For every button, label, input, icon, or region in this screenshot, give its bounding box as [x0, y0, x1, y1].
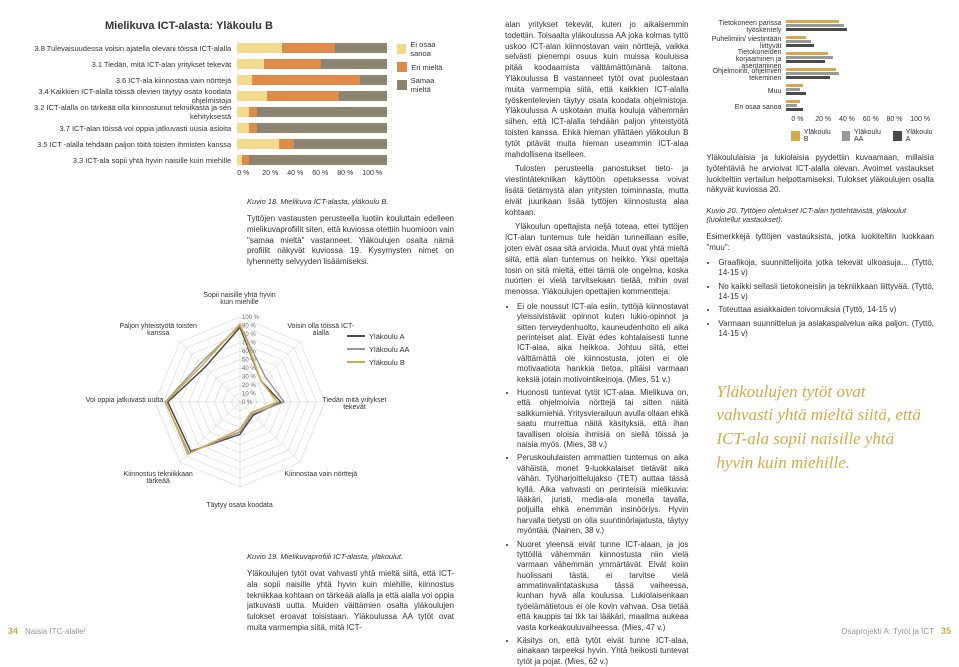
footer-left: Naisia ITC-alalle!	[25, 627, 86, 636]
svg-text:90 %: 90 %	[242, 323, 256, 329]
list-item: Graafikoja, suunnittelijoita jotka tekev…	[718, 258, 934, 279]
hbar-row: Tietokoneiden korjaaminen ja asentaminen	[706, 52, 934, 66]
caption-19: Kuvio 19. Mielikuvaprofiili ICT-alasta, …	[247, 552, 454, 561]
bar-label: 3.4 Kaikkien ICT-alalla töissä olevien t…	[25, 88, 237, 104]
svg-text:100 %: 100 %	[242, 315, 260, 321]
hbar-row: Tietokoneen parissa työskentely	[706, 20, 934, 34]
legend-item: Samaa mieltä	[397, 76, 454, 94]
caption-20: Kuvio 20. Tyttöjen oletukset ICT-alan ty…	[706, 206, 934, 224]
bar-label: 3.2 ICT-alalla on tärkeää olla kiinnostu…	[25, 104, 237, 120]
bar-row	[237, 136, 387, 152]
list-item: Huonosti tuntevat tytöt ICT-alaa. Mielik…	[517, 388, 688, 450]
footer-right: Osaprojekti A: Tytöt ja ICT	[841, 627, 934, 636]
right-col-2: Tietokoneen parissa työskentelyPuhelimii…	[706, 20, 934, 633]
radar-chart: 0 %10 %20 %30 %40 %50 %60 %70 %80 %90 %1…	[100, 272, 380, 532]
legend-item: Ei osaa sanoa	[397, 40, 454, 58]
radar-axis-label: Tiedän mitä yritykset tekevät	[315, 397, 395, 411]
caption-18: Kuvio 18. Mielikuva ICT-alasta, yläkoulu…	[247, 197, 454, 206]
page-right: alan yritykset tekevät, kuten jo aikaise…	[480, 0, 959, 648]
bar-row	[237, 104, 387, 120]
list-item: No kaikki sellasii tietokoneisiin ja tek…	[718, 282, 934, 303]
svg-text:0 %: 0 %	[242, 400, 253, 406]
svg-text:10 %: 10 %	[242, 391, 256, 397]
radar-axis-label: Sopii naisille yhtä hyvin kuin miehille	[200, 292, 280, 306]
bar-label: 3.1 Tiedän, mitä ICT-alan yritykset teke…	[25, 56, 237, 72]
list-item: Peruskoululaisten ammattien tuntemus on …	[517, 453, 688, 536]
bar-row	[237, 40, 387, 56]
list-item: Ei ole noussut ICT-ala esiin, tyttöjä ki…	[517, 302, 688, 385]
svg-text:40 %: 40 %	[242, 366, 256, 372]
list-item: Käsitys on, että tytöt eivät tunne ICT-a…	[517, 636, 688, 667]
body-para-2: Yläkoulujen tytöt ovat vahvasti yhtä mie…	[247, 569, 454, 634]
legend-item: Yläkoulu A	[893, 129, 934, 143]
page-number-right: 35	[941, 626, 951, 636]
legend-item: Yläkoulu AA	[347, 345, 409, 354]
bar-row	[237, 88, 387, 104]
bar-row	[237, 72, 387, 88]
list-item: Nuoret yleensä eivät tunne ICT-alaan, ja…	[517, 540, 688, 634]
radar-axis-label: Kiinnostus tekniikkaan tärkeää	[118, 471, 198, 485]
svg-text:30 %: 30 %	[242, 374, 256, 380]
right-col-1: alan yritykset tekevät, kuten jo aikaise…	[505, 20, 688, 633]
hbar-row: Ohjelmointi, ohjelmien tekeminen	[706, 68, 934, 82]
bar-label: 3.3 ICT-ala sopii yhtä hyvin naisille ku…	[25, 152, 237, 168]
legend-item: Yläkoulu AA	[842, 129, 883, 143]
bar-chart: 3.8 Tulevaisuudessa voisin ajatella olev…	[25, 40, 454, 177]
svg-text:20 %: 20 %	[242, 383, 256, 389]
bar-row	[237, 152, 387, 168]
radar-axis-label: Voi oppia jatkuvasti uutta	[85, 397, 165, 404]
radar-axis-label: Kiinnostaa vain nörttejä	[281, 471, 361, 478]
radar-axis-label: Täytyy osata koodata	[200, 502, 280, 509]
bar-row	[237, 120, 387, 136]
bar-label: 3.7 ICT-alan töissä voi oppia jatkuvasti…	[25, 120, 237, 136]
bar-label: 3.5 ICT -alalla tehdään paljon töitä toi…	[25, 136, 237, 152]
hbar-row: En osaa sanoa	[706, 100, 934, 114]
legend-item: Yläkoulu B	[347, 358, 409, 367]
hbar-chart: Tietokoneen parissa työskentelyPuhelimii…	[706, 20, 934, 114]
bar-label: 3.6 ICT-ala kiinnostaa vain nörttejä	[25, 72, 237, 88]
list-item: Toteuttaa asiakkaiden toivomuksia (Tyttö…	[718, 305, 934, 315]
page-left: Mielikuva ICT-alasta: Yläkoulu B 3.8 Tul…	[0, 0, 480, 648]
list-item: Varmaan suunnittelua ja asiakaspalvelua …	[718, 319, 934, 340]
bar-row	[237, 56, 387, 72]
bar-label: 3.8 Tulevaisuudessa voisin ajatella olev…	[25, 40, 237, 56]
bar-chart-title: Mielikuva ICT-alasta: Yläkoulu B	[105, 20, 454, 32]
hbar-row: Muu	[706, 84, 934, 98]
radar-axis-label: Paljon yhteistyötä toisten kanssa	[118, 323, 198, 337]
legend-item: Eri mieltä	[397, 62, 454, 72]
page-number-left: 34	[8, 626, 18, 636]
legend-item: Yläkoulu B	[791, 129, 832, 143]
body-para-1: Tyttöjen vastausten perusteella luotiin …	[247, 214, 454, 268]
legend-item: Yläkoulu A	[347, 332, 409, 341]
highlight-quote: Yläkoulujen tytöt ovat vahvasti yhtä mie…	[706, 370, 934, 485]
